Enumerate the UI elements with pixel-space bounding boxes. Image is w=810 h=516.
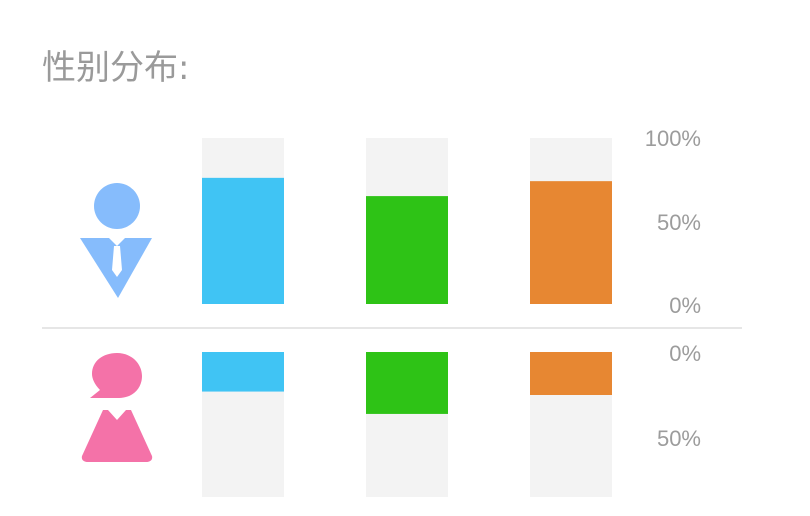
page-title: 性别分布:: [42, 48, 190, 88]
female-bar: [366, 352, 448, 414]
male-bar: [366, 196, 448, 304]
male-tick-label: 0%: [669, 293, 701, 318]
male-bar: [202, 177, 284, 304]
female-bar: [530, 352, 612, 395]
male-tick-label: 50%: [657, 210, 701, 235]
female-tick-label: 50%: [657, 426, 701, 451]
male-person-icon: [80, 183, 152, 298]
female-person-icon: [81, 353, 153, 462]
male-bar: [530, 181, 612, 304]
female-bar: [202, 352, 284, 392]
female-tick-label: 0%: [669, 341, 701, 366]
male-tick-label: 100%: [645, 126, 701, 151]
